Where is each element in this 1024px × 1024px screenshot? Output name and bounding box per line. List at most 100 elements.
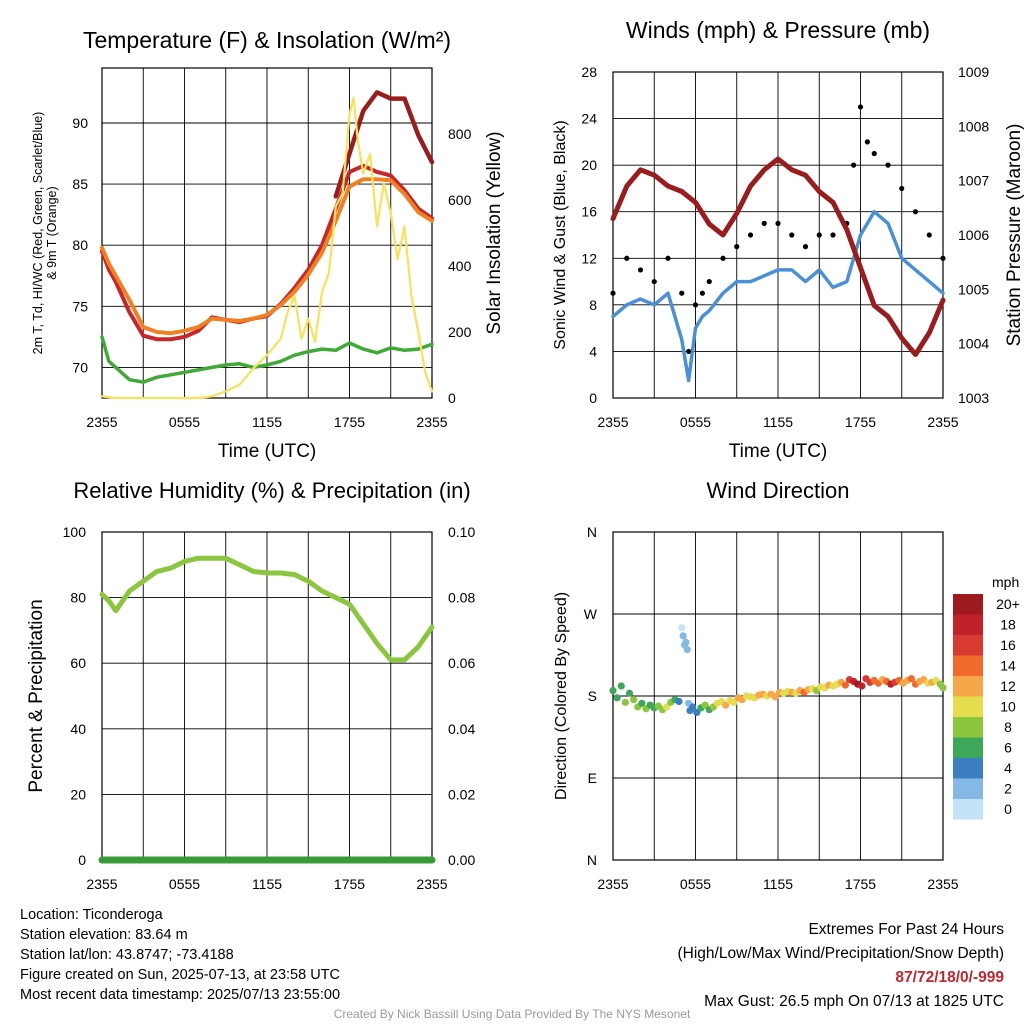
winds-panel: 0 4 8 12 16 20 24 28 1003 1004 1005 1006 1007 1008 100…: [552, 17, 1024, 462]
temp-ylabel-line2: & 9m T (Orange): [45, 186, 59, 279]
colorbar-label: 14: [1000, 658, 1016, 674]
wind-y2label: Station Pressure (Maroon): [1004, 124, 1024, 347]
rh-y2tick-label: 0.08: [448, 590, 475, 606]
temp-xlabel: Time (UTC): [218, 441, 317, 462]
colorbar-label: 8: [1004, 719, 1012, 735]
wind-gust-point: [864, 139, 870, 145]
location-text: Location: Ticonderoga: [20, 907, 163, 923]
rh-y2tick-label: 0.00: [448, 852, 475, 868]
temp-series-hi: [333, 90, 435, 199]
dir-point: [701, 701, 709, 709]
wind-y2tick-label: 1003: [958, 390, 989, 406]
wind-ylabel: Sonic Wind & Gust (Blue, Black): [552, 120, 569, 349]
wind-gust-point: [816, 232, 822, 238]
rh-ytick-label: 40: [70, 721, 86, 737]
wind-gust-point: [926, 232, 932, 238]
colorbar-swatch: [953, 799, 983, 820]
dir-ytick-label: E: [588, 770, 597, 786]
rh-y2tick-label: 0.04: [448, 721, 475, 737]
temp-ytick-label: 75: [72, 298, 88, 314]
colorbar-swatch: [953, 594, 983, 615]
wind-gust-point: [802, 244, 809, 250]
wind-series-wind: [611, 209, 945, 383]
wind-gust-point: [761, 220, 767, 226]
rh-series: [99, 555, 435, 663]
station-info: Location: Ticonderoga Station elevation:…: [20, 905, 340, 1005]
temp-series-insolation: [100, 96, 434, 400]
dir-point: [609, 686, 617, 695]
wind-xtick-label: 2355: [927, 414, 958, 430]
rh-y2tick-label: 0.02: [448, 786, 475, 802]
colorbar-label: 10: [1000, 699, 1016, 715]
wind-xlabel: Time (UTC): [729, 441, 828, 462]
temp-y2label: Solar Insolation (Yellow): [484, 131, 505, 334]
rh-title: Relative Humidity (%) & Precipitation (i…: [73, 478, 470, 503]
wind-gust-point: [775, 220, 781, 226]
rh-ytick-label: 60: [70, 655, 86, 671]
wind-gust-point: [912, 209, 919, 215]
dir-point: [841, 681, 849, 689]
temp-y2tick-label: 800: [448, 126, 472, 142]
wind-gust-point: [624, 255, 630, 261]
dir-xtick-label: 1155: [763, 876, 793, 892]
dir-ylabel: Direction (Colored By Speed): [553, 592, 570, 800]
dir-point: [771, 693, 779, 701]
max-gust-text: Max Gust: 26.5 mph On 07/13 at 1825 UTC: [704, 993, 1004, 1010]
dir-point: [630, 696, 638, 704]
wind-gust-point: [720, 255, 726, 261]
temp-ytick-label: 85: [72, 176, 88, 192]
temp-ytick-label: 90: [72, 115, 88, 131]
dir-point: [663, 703, 671, 711]
humidity-panel: 0 20 40 60 80 100 0.00 0.02 0.04 0.06 0.08 0.10 2355…: [26, 478, 475, 892]
wind-gust-point: [940, 255, 946, 261]
wind-ytick-label: 28: [581, 64, 597, 80]
temp-y2tick-label: 200: [448, 324, 472, 340]
dir-ytick-label: N: [587, 524, 597, 540]
temp-ylabel-line1: 2m T, Td, HI/WC (Red, Green, Scarlet/Blu…: [31, 112, 45, 355]
temp-frame: [101, 67, 433, 399]
temp-y2tick-label: 600: [448, 192, 472, 208]
colorbar-label: 20+: [996, 596, 1020, 612]
colorbar-unit: mph: [992, 574, 1019, 590]
wind-gust-point: [871, 150, 877, 157]
wind-gust-point: [692, 302, 699, 308]
wind-y2tick-label: 1006: [958, 227, 989, 243]
rh-xtick-label: 0555: [169, 876, 200, 892]
colorbar-swatch: [953, 614, 983, 635]
wind-gust-point: [747, 232, 754, 238]
wind-series-pressure: [610, 156, 946, 357]
wind-xtick-label: 2355: [597, 414, 628, 430]
dir-ytick-label: N: [587, 852, 597, 868]
rh-xtick-label: 2355: [86, 876, 117, 892]
rh-ytick-label: 20: [70, 786, 86, 802]
wind-y2tick-label: 1009: [958, 64, 989, 80]
dir-point: [689, 703, 697, 711]
wind-ytick-label: 24: [581, 111, 597, 127]
dir-title: Wind Direction: [706, 478, 849, 503]
wind-ytick-label: 20: [581, 157, 597, 173]
wind-gust-point: [679, 290, 685, 296]
wind-gust-point: [851, 162, 857, 168]
temp-ytick-label: 80: [72, 237, 88, 253]
wind-xtick-label: 0555: [680, 414, 711, 430]
colorbar-swatch: [953, 778, 983, 799]
temp-xtick-label: 2355: [86, 414, 117, 430]
extremes-values: 87/72/18/0/-999: [895, 969, 1004, 986]
wind-ytick-label: 0: [589, 390, 597, 406]
extremes-legend: (High/Low/Max Wind/Precipitation/Snow De…: [677, 945, 1005, 962]
rh-xtick-label: 1755: [334, 876, 365, 892]
colorbar-swatch: [953, 655, 983, 676]
colorbar-label: 0: [1004, 801, 1012, 817]
wind-gust-point: [830, 232, 836, 238]
dir-point: [683, 645, 691, 654]
colorbar-swatch: [953, 696, 983, 717]
wind-xtick-label: 1755: [845, 414, 876, 430]
colorbar-label: 2: [1004, 781, 1012, 797]
temp-y2tick-label: 0: [448, 390, 456, 406]
dir-point: [617, 682, 625, 690]
colorbar-label: 4: [1004, 760, 1012, 776]
colorbar-label: 6: [1004, 740, 1012, 756]
dir-xtick-label: 1755: [845, 876, 876, 892]
temp-title: Temperature (F) & Insolation (W/m²): [83, 27, 451, 53]
